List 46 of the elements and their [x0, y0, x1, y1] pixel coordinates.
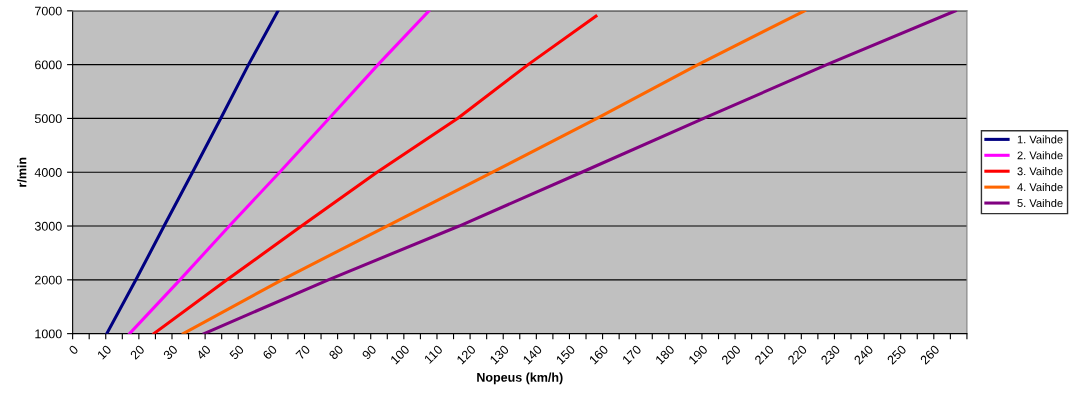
legend-label: 5. Vaihde [1017, 198, 1063, 208]
x-tick-label: 0 [68, 344, 79, 356]
legend-label: 3. Vaihde [1017, 167, 1063, 176]
x-tick-label: 260 [919, 344, 940, 365]
x-tick-label: 200 [721, 344, 742, 365]
y-tick-label: 4000 [34, 168, 62, 177]
x-tick-label: 240 [853, 344, 874, 365]
x-tick-label: 230 [820, 344, 841, 365]
x-tick-label: 40 [195, 344, 212, 361]
y-tick-label: 1000 [35, 329, 62, 339]
x-tick-label: 210 [754, 344, 775, 365]
x-tick-label: 100 [390, 344, 410, 365]
x-tick-label: 120 [456, 344, 477, 365]
legend-label: 4. Vaihde [1017, 182, 1063, 192]
y-tick-label: 3000 [34, 221, 62, 231]
x-tick-label: 170 [621, 344, 642, 365]
x-tick-label: 110 [423, 344, 444, 364]
x-tick-label: 150 [555, 344, 576, 365]
line-series [181, 10, 807, 334]
y-axis-title: r/min [17, 157, 27, 187]
x-tick-label: 80 [328, 344, 344, 360]
x-tick-label: 90 [361, 344, 377, 360]
y-tick-label: 5000 [34, 114, 62, 124]
x-tick-label: 30 [162, 344, 179, 361]
line-series [202, 10, 957, 334]
x-tick-label: 180 [654, 344, 675, 365]
line-series [105, 10, 280, 334]
x-tick-label: 220 [787, 344, 808, 365]
y-tick-label: 6000 [35, 60, 62, 70]
x-tick-label: 250 [886, 344, 907, 365]
y-tick-label: 2000 [35, 275, 62, 285]
x-tick-label: 190 [688, 344, 709, 365]
legend-label: 1. Vaihde [1017, 135, 1063, 144]
x-tick-label: 20 [129, 344, 146, 360]
legend-label: 2. Vaihde [1017, 151, 1063, 160]
x-tick-label: 140 [522, 344, 543, 365]
x-tick-label: 70 [295, 344, 311, 360]
y-tick-label: 7000 [35, 6, 62, 16]
x-tick-label: 130 [489, 344, 510, 365]
x-tick-label: 50 [229, 344, 245, 361]
x-tick-label: 60 [262, 344, 278, 360]
line-series [152, 14, 598, 334]
x-tick-label: 10 [96, 344, 112, 360]
x-tick-label: 160 [588, 344, 609, 365]
x-axis-title: Nopeus (km/h) [477, 372, 563, 385]
line-series [128, 10, 431, 334]
